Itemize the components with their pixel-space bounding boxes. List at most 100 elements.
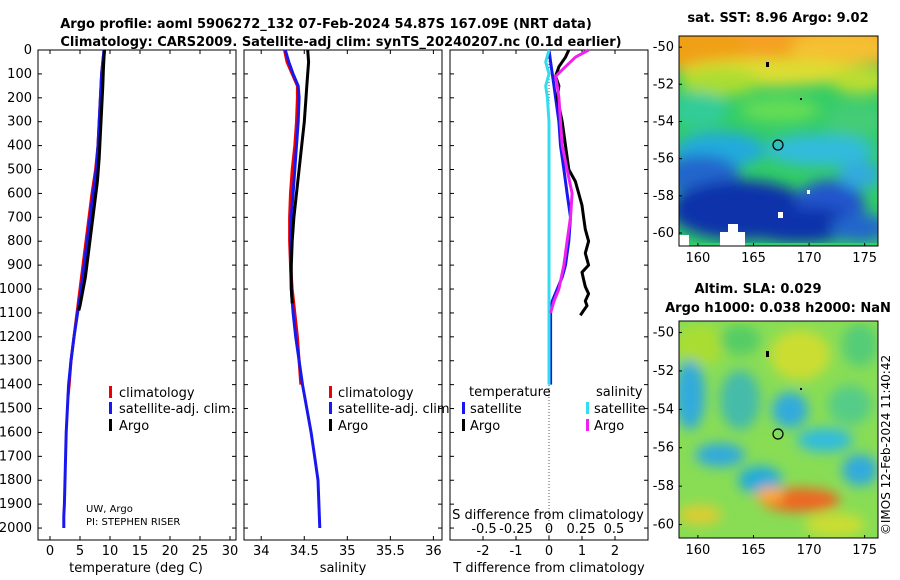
temperature-difference-label: T difference from climatology <box>452 561 645 576</box>
series-satellite-adj-clim--line <box>62 49 106 528</box>
sla-map-panel: Altim. SLA: 0.029 Argo h1000: 0.038 h200… <box>653 282 891 558</box>
series-s-satellite-line <box>544 49 551 385</box>
legend-label-satellite: satellite-adj. clim. <box>338 402 454 417</box>
legend-swatch-satellite <box>329 402 332 414</box>
x-tick-label: 20 <box>162 544 179 559</box>
temperature-profiles <box>62 49 107 528</box>
title-line-2: Climatology: CARS2009. Satellite-adj cli… <box>60 35 621 50</box>
legend-swatch-t-satellite <box>462 402 465 414</box>
s-diff-tick: -0.5 <box>471 522 496 537</box>
legend-swatch-satellite <box>109 402 112 414</box>
depth-axis-ticks: 0 100 200 300 400 500 600 700 800 900 1000 1100 1200… <box>0 43 236 536</box>
depth-tick-label: 500 <box>7 163 32 178</box>
depth-tick-label: 1200 <box>0 330 32 345</box>
depth-tick-label: 1900 <box>0 497 32 512</box>
series-argo-line <box>289 49 311 304</box>
salinity-axes-frame <box>243 49 443 541</box>
sla-map-image <box>679 321 878 538</box>
legend-label-s-satellite: satellite <box>594 402 646 417</box>
s-diff-tick: 0.25 <box>567 522 596 537</box>
difference-legend: temperature salinity satellite Argo sate… <box>462 385 646 434</box>
latitude-tick-label: -54 <box>653 114 674 129</box>
temperature-legend: climatology satellite-adj. clim. Argo <box>109 386 235 434</box>
island-marker <box>766 351 769 357</box>
x-tick-label: 2 <box>611 544 619 559</box>
salinity-panel: 34 34.5 35 35.5 36 salinity climatology sate… <box>243 49 454 576</box>
series-argo-line <box>77 49 107 311</box>
latitude-tick-label: -52 <box>653 77 674 92</box>
x-tick-label: 0 <box>545 544 553 559</box>
x-tick-label: 5 <box>76 544 84 559</box>
latitude-tick-label: -60 <box>653 518 674 533</box>
x-tick-label: 35 <box>339 544 356 559</box>
difference-profiles <box>544 48 591 385</box>
sla-map-title-1: Altim. SLA: 0.029 <box>695 282 822 297</box>
island-marker <box>766 62 769 67</box>
depth-tick-label: 200 <box>7 91 32 106</box>
difference-panel: -2 -1 0 1 2 S difference from climatology -0… <box>449 48 649 576</box>
legend-swatch-s-argo <box>586 419 589 431</box>
s-diff-tick: 0.5 <box>604 522 625 537</box>
depth-tick-label: 1100 <box>0 306 32 321</box>
legend-label-argo: Argo <box>338 419 368 434</box>
depth-tick-label: 1300 <box>0 354 32 369</box>
x-tick-label: -1 <box>510 544 523 559</box>
x-tick-label: 10 <box>102 544 119 559</box>
s-diff-tick: -0.25 <box>499 522 533 537</box>
depth-tick-label: 1600 <box>0 425 32 440</box>
legend-swatch-t-argo <box>462 419 465 431</box>
difference-y-ticks <box>450 49 648 529</box>
latitude-tick-label: -50 <box>653 40 674 55</box>
x-tick-label: 34.5 <box>290 544 319 559</box>
title-line-1: Argo profile: aoml 5906272_132 07-Feb-20… <box>60 17 592 32</box>
latitude-tick-label: -56 <box>653 441 674 456</box>
longitude-tick-label: 170 <box>797 251 822 266</box>
island-marker <box>800 388 802 390</box>
argo-location-marker <box>772 139 784 151</box>
legend-swatch-argo <box>109 419 112 431</box>
sst-map-frame <box>678 35 879 247</box>
temperature-x-ticks: 0 5 10 15 20 25 30 <box>46 50 238 559</box>
latitude-tick-label: -58 <box>653 479 674 494</box>
legend-swatch-argo <box>329 419 332 431</box>
salinity-legend: climatology satellite-adj. clim. Argo <box>329 386 454 434</box>
sst-map-image <box>679 36 878 246</box>
legend-swatch-s-satellite <box>586 402 589 414</box>
difference-x-ticks: -2 -1 0 1 2 <box>477 50 619 559</box>
legend-title-temperature: temperature <box>469 385 551 400</box>
depth-tick-label: 700 <box>7 210 32 225</box>
temperature-x-label: temperature (deg C) <box>69 561 203 576</box>
island-marker <box>800 98 802 100</box>
legend-label-t-satellite: satellite <box>470 402 522 417</box>
depth-tick-label: 100 <box>7 67 32 82</box>
depth-tick-label: 2000 <box>0 521 32 536</box>
latitude-tick-label: -58 <box>653 189 674 204</box>
legend-title-salinity: salinity <box>596 385 643 400</box>
x-tick-label: 30 <box>222 544 239 559</box>
longitude-tick-label: 160 <box>685 251 710 266</box>
longitude-tick-label: 165 <box>741 251 766 266</box>
sst-map-ticks: 160 165 170 175 -50 -52 -54 -56 -58 -60 <box>653 40 877 266</box>
longitude-tick-label: 160 <box>685 543 710 558</box>
legend-label-climatology: climatology <box>119 386 195 401</box>
latitude-tick-label: -54 <box>653 402 674 417</box>
series-t-argo-line <box>554 49 591 317</box>
salinity-x-ticks: 34 34.5 35 35.5 36 <box>253 50 442 559</box>
imos-timestamp: ©IMOS 12-Feb-2024 11:40:42 <box>879 355 893 535</box>
salinity-profiles <box>283 49 322 529</box>
x-tick-label: 36 <box>425 544 442 559</box>
longitude-tick-label: 175 <box>852 543 877 558</box>
salinity-y-ticks <box>244 49 442 529</box>
depth-tick-label: 400 <box>7 139 32 154</box>
salinity-difference-label: S difference from climatology <box>452 508 644 523</box>
depth-tick-label: 1400 <box>0 378 32 393</box>
depth-tick-label: 1800 <box>0 473 32 488</box>
latitude-tick-label: -60 <box>653 226 674 241</box>
sla-map-frame <box>678 320 879 539</box>
x-tick-label: 34 <box>253 544 270 559</box>
argo-location-marker <box>772 428 784 440</box>
salinity-x-label: salinity <box>320 561 367 576</box>
longitude-tick-label: 175 <box>852 251 877 266</box>
sst-map-title: sat. SST: 8.96 Argo: 9.02 <box>687 11 868 26</box>
